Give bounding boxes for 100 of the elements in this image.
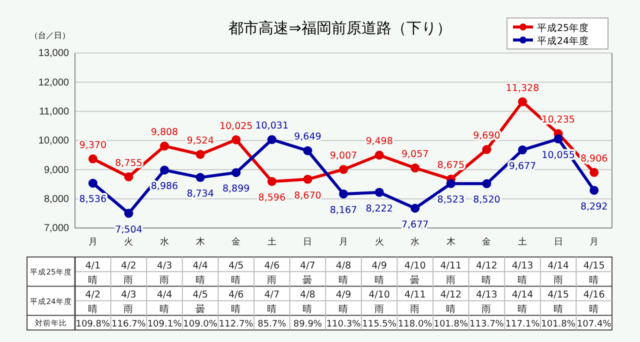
text: 曇 — [410, 274, 420, 286]
text: 115.5% — [362, 320, 396, 330]
text: 晴 — [302, 304, 313, 316]
data-label: 8,222 — [366, 203, 393, 214]
data-label: 9,370 — [79, 140, 106, 151]
x-tick-label: 金 — [482, 236, 492, 246]
data-label: 8,670 — [294, 190, 322, 202]
point — [410, 204, 420, 213]
data-label: 8,755 — [115, 158, 142, 169]
y-tick-label: 13,000 — [38, 48, 70, 60]
x-tick-label: 日 — [554, 236, 563, 246]
text: 4/6 — [228, 290, 244, 300]
x-tick-label: 土 — [518, 236, 527, 246]
data-label: 9,057 — [402, 149, 429, 160]
data-label: 8,734 — [186, 188, 214, 200]
text: 晴 — [160, 304, 170, 316]
x-tick-label: 水 — [160, 236, 169, 246]
text: 曇 — [195, 304, 206, 316]
data-label: 11,328 — [506, 82, 540, 94]
y-tick-label: 8,000 — [44, 194, 70, 206]
data-label: 8,523 — [437, 194, 464, 206]
data-label: 8,292 — [580, 201, 608, 212]
text: 晴 — [553, 304, 564, 316]
data-label: 8,536 — [79, 194, 106, 206]
text: 晴 — [482, 274, 492, 286]
x-tick-label: 日 — [303, 236, 312, 246]
point — [482, 145, 492, 154]
text: 晴 — [88, 274, 98, 286]
y-axis-title: （台／日） — [30, 31, 70, 40]
data-label: 10,031 — [255, 120, 289, 132]
text: 4/1 — [85, 260, 101, 272]
text: 晴 — [589, 274, 600, 286]
point — [267, 135, 276, 144]
data-label: 10,025 — [219, 120, 253, 132]
text: 4/9 — [336, 290, 352, 300]
text: 4/3 — [121, 290, 136, 300]
data-label: 9,677 — [508, 160, 536, 172]
text: 雨 — [553, 274, 564, 286]
data-label: 9,498 — [366, 136, 393, 148]
text: 85.7% — [258, 320, 286, 330]
point — [232, 168, 241, 178]
y-tick-label: 7,000 — [44, 223, 70, 234]
text: 晴 — [195, 274, 206, 286]
data-label: 8,520 — [473, 194, 500, 206]
legend-label: 平成24年度 — [537, 35, 590, 47]
x-tick-label: 月 — [88, 236, 98, 246]
text: 雨 — [446, 274, 456, 286]
y-tick-label: 12,000 — [38, 77, 70, 88]
point — [303, 174, 312, 184]
text: 4/13 — [512, 260, 534, 272]
text: 4/11 — [440, 260, 462, 272]
y-tick-label: 9,000 — [44, 164, 70, 176]
data-label: 9,007 — [330, 150, 358, 162]
text: 4/5 — [192, 290, 208, 300]
text: 晴 — [374, 274, 384, 286]
text: 晴 — [231, 304, 242, 316]
chart-title: 都市高速⇒福岡前原道路（下り） — [228, 19, 452, 37]
x-tick-label: 水 — [410, 236, 420, 246]
text: 4/5 — [228, 260, 244, 272]
point — [303, 146, 312, 156]
text: 4/4 — [192, 260, 208, 272]
data-label: 9,524 — [186, 135, 214, 146]
text: 4/10 — [404, 260, 426, 272]
point — [196, 172, 205, 182]
text: 118.0% — [398, 320, 432, 330]
x-tick-label: 月 — [339, 236, 348, 246]
point — [124, 208, 134, 218]
text: 110.3% — [326, 320, 361, 330]
y-tick-label: 11,000 — [39, 106, 70, 118]
text: 4/15 — [583, 260, 605, 272]
text: 109.0% — [183, 320, 218, 330]
data-label: 8,899 — [222, 184, 250, 195]
x-tick-label: 木 — [446, 236, 456, 246]
point — [518, 145, 527, 154]
point — [590, 186, 599, 195]
x-tick-label: 火 — [124, 236, 134, 246]
text: 109.8% — [76, 320, 110, 330]
text: 4/6 — [264, 260, 280, 272]
text: 4/7 — [264, 290, 280, 300]
point — [160, 166, 169, 175]
text: 曇 — [302, 274, 313, 286]
x-tick-label: 月 — [590, 236, 599, 246]
point — [160, 142, 169, 151]
text: 晴 — [231, 274, 242, 286]
point — [339, 189, 348, 198]
data-label: 7,504 — [115, 224, 142, 236]
point — [482, 179, 492, 188]
text: 4/12 — [440, 290, 462, 300]
text: 117.1% — [505, 320, 540, 330]
point — [554, 134, 563, 144]
data-label: 8,596 — [258, 192, 286, 204]
text: 4/13 — [476, 290, 498, 300]
text: 雨 — [266, 274, 277, 286]
text: 4/4 — [156, 290, 172, 300]
point — [446, 179, 456, 188]
point — [374, 150, 384, 160]
text: 4/14 — [548, 260, 569, 272]
point — [518, 97, 527, 106]
x-tick-label: 土 — [267, 236, 276, 246]
data-label: 9,649 — [294, 132, 322, 143]
